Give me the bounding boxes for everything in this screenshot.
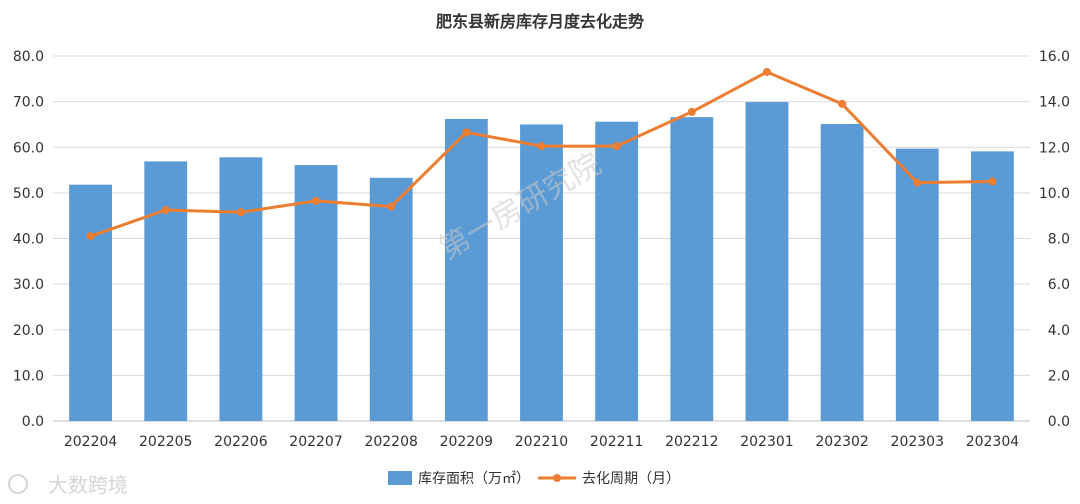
bar [745,102,789,422]
x-tick-label: 202204 [64,434,118,450]
brand-logo: 大数跨境 [8,473,128,497]
bar [369,177,413,421]
left-tick-label: 0.0 [22,414,44,430]
left-tick-label: 20.0 [13,323,44,339]
x-tick-label: 202207 [289,434,342,450]
right-tick-label: 10.0 [1039,186,1070,202]
bar [670,117,714,421]
bar [820,123,864,421]
left-tick-label: 10.0 [13,368,44,384]
right-tick-label: 4.0 [1048,323,1070,339]
right-tick-label: 0.0 [1048,414,1070,430]
right-tick-label: 12.0 [1039,140,1070,156]
right-tick-label: 16.0 [1039,49,1070,65]
x-axis-labels: 202204 202205 202206 202207 202208 202209 2022… [64,434,1019,450]
brand-text: 大数跨境 [48,473,128,497]
legend-line-marker [553,474,561,482]
x-tick-label: 202211 [590,434,643,450]
x-tick-label: 202212 [665,434,718,450]
x-tick-label: 202302 [815,434,868,450]
left-tick-label: 60.0 [13,140,44,156]
line-point [612,142,621,151]
bar [971,151,1014,421]
line-point [988,177,997,186]
line-point [312,196,321,205]
bar [444,118,488,422]
line-series [86,67,997,241]
left-axis-ticks: 0.0 10.0 20.0 30.0 40.0 50.0 60.0 70.0 80.0 [13,49,44,430]
line-point [762,67,771,76]
chart-title: 肥东县新房库存月度去化走势 [436,12,644,31]
x-tick-label: 202301 [740,434,793,450]
right-tick-label: 2.0 [1048,368,1070,384]
line-point [236,208,245,217]
x-tick-label: 202205 [139,434,192,450]
x-tick-label: 202304 [966,434,1020,450]
bar [595,121,639,421]
line-point [838,99,847,108]
x-tick-label: 202209 [440,434,493,450]
x-tick-label: 202206 [214,434,268,450]
line-point [913,178,922,187]
legend-line-label: 去化周期（月） [582,471,680,487]
left-tick-label: 30.0 [13,277,44,293]
right-tick-label: 6.0 [1048,277,1070,293]
x-tick-label: 202210 [515,434,568,450]
line-point [387,202,396,211]
left-tick-label: 40.0 [13,232,44,248]
right-tick-label: 8.0 [1048,232,1070,248]
legend: 库存面积（万㎡） 去化周期（月） [388,471,680,487]
x-tick-label: 202303 [891,434,944,450]
bar [294,165,338,421]
bar [895,148,939,421]
line-point [687,107,696,116]
right-axis-ticks: 0.0 2.0 4.0 6.0 8.0 10.0 12.0 14.0 16.0 [1039,49,1070,430]
right-tick-label: 14.0 [1039,95,1070,111]
left-tick-label: 50.0 [13,186,44,202]
left-tick-label: 70.0 [13,95,44,111]
line-point [86,232,95,241]
bar [144,161,188,422]
left-tick-label: 80.0 [13,49,44,65]
bar-series [69,102,1014,422]
brand-logo-icon [8,474,28,494]
legend-bar-swatch [388,471,412,485]
line-point [462,128,471,137]
legend-bar-label: 库存面积（万㎡） [418,471,530,487]
bar [520,124,563,421]
bar [69,184,112,421]
x-tick-label: 202208 [364,434,417,450]
line-point [537,142,546,151]
line-point [161,205,170,214]
bar [219,157,263,421]
